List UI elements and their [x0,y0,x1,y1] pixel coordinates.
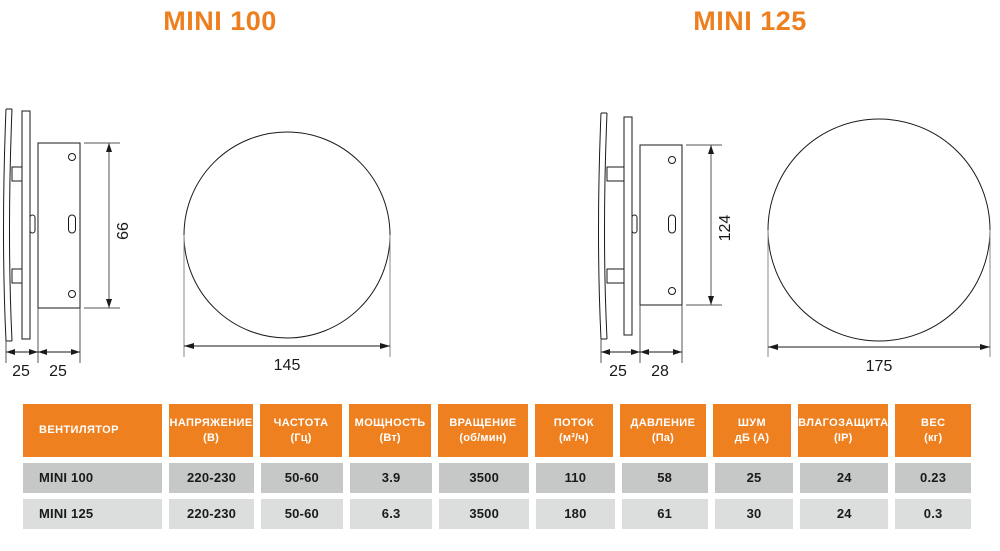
header-label: НАПРЯЖЕНИЕ [169,416,253,429]
mini100-depth-2-dimension: 25 [49,363,67,380]
cell-noise: 25 [714,463,794,493]
header-unit: (В) [203,431,219,444]
header-label: ПОТОК [553,416,594,429]
header-unit: (об/мин) [459,431,507,444]
header-unit: дБ (А) [734,431,770,444]
cell-voltage: 220-230 [169,463,254,493]
mini125-height-dimension: 124 [717,215,734,242]
header-unit: (Гц) [290,431,312,444]
cell-fan-name: MINI 125 [23,499,163,529]
cell-power: 6.3 [349,499,433,529]
cell-ip: 24 [800,499,889,529]
table-header-noise: ШУМ дБ (А) [712,404,792,457]
table-header-power: МОЩНОСТЬ (Вт) [349,404,432,457]
header-unit: (кг) [924,431,943,444]
cell-frequency: 50-60 [260,499,343,529]
cell-frequency: 50-60 [260,463,343,493]
cell-ip: 24 [800,463,889,493]
cell-noise: 30 [714,499,794,529]
cell-fan-name: MINI 100 [23,463,163,493]
header-unit: (Па) [651,431,674,444]
cell-flow: 110 [536,463,615,493]
header-unit: (IP) [834,431,853,444]
cell-pressure: 61 [621,499,708,529]
header-label: ВЛАГОЗАЩИТА [798,416,889,429]
cell-rotation: 3500 [439,499,530,529]
mini125-depth-1-dimension: 25 [609,363,627,380]
table-header-row: ВЕНТИЛЯТОР НАПРЯЖЕНИЕ (В) ЧАСТОТА (Гц) М… [23,404,971,457]
mini100-side-view: 66 25 25 [3,108,132,380]
table-header-fan: ВЕНТИЛЯТОР [23,404,163,457]
cell-rotation: 3500 [439,463,530,493]
header-label: ВЕС [921,416,946,429]
mini125-depth-2-dimension: 28 [651,363,669,380]
specifications-table: ВЕНТИЛЯТОР НАПРЯЖЕНИЕ (В) ЧАСТОТА (Гц) М… [23,404,971,529]
cell-weight: 0.23 [895,463,971,493]
header-label: ШУМ [737,416,767,429]
header-unit: (м³/ч) [558,431,589,444]
table-header-frequency: ЧАСТОТА (Гц) [260,404,343,457]
table-header-voltage: НАПРЯЖЕНИЕ (В) [169,404,254,457]
table-header-pressure: ДАВЛЕНИЕ (Па) [620,404,706,457]
product-title-mini-125: MINI 125 [693,6,807,36]
cell-power: 3.9 [349,463,433,493]
header-label: ВЕНТИЛЯТОР [39,424,119,437]
mini100-diameter-dimension: 145 [274,357,301,374]
mini100-front-view: 145 [183,131,391,374]
technical-drawings: 66 25 25 145 [0,95,1000,385]
mini125-side-view: 124 25 28 [598,112,734,380]
product-title-mini-100: MINI 100 [163,6,277,36]
header-label: ВРАЩЕНИЕ [449,416,517,429]
mini125-front-view: 175 [767,118,991,375]
header-unit: (Вт) [379,431,401,444]
cell-pressure: 58 [621,463,708,493]
cell-voltage: 220-230 [169,499,254,529]
table-row: MINI 100 220-230 50-60 3.9 3500 110 58 2… [23,463,971,493]
table-header-flow: ПОТОК (м³/ч) [534,404,614,457]
table-header-rotation: ВРАЩЕНИЕ (об/мин) [438,404,528,457]
cell-weight: 0.3 [895,499,971,529]
cell-flow: 180 [536,499,615,529]
table-header-weight: ВЕС (кг) [895,404,971,457]
mini100-height-dimension: 66 [115,222,132,240]
table-row: MINI 125 220-230 50-60 6.3 3500 180 61 3… [23,499,971,529]
header-label: МОЩНОСТЬ [354,416,426,429]
mini100-depth-1-dimension: 25 [12,363,30,380]
table-header-moisture-protection: ВЛАГОЗАЩИТА (IP) [798,404,889,457]
header-label: ДАВЛЕНИЕ [630,416,696,429]
header-label: ЧАСТОТА [273,416,329,429]
mini125-diameter-dimension: 175 [866,358,893,375]
